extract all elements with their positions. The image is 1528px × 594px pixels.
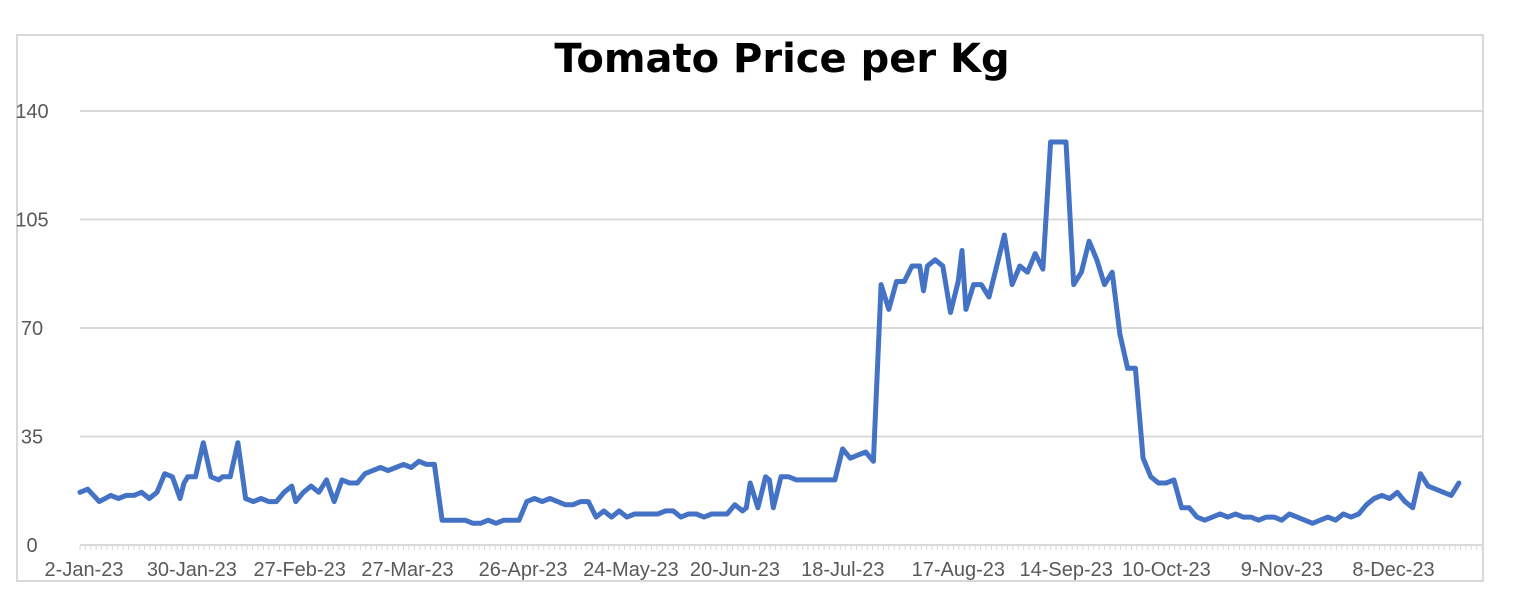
- x-tick-label: 26-Apr-23: [479, 559, 568, 581]
- y-axis-ticks: 0 35 70 105 140: [15, 101, 48, 557]
- y-tick-label: 70: [21, 318, 43, 340]
- x-tick-label: 24-May-23: [583, 559, 679, 581]
- x-tick-label: 20-Jun-23: [690, 559, 780, 581]
- x-tick-label: 14-Sep-23: [1019, 559, 1112, 581]
- gridlines: [80, 110, 1482, 438]
- x-axis: [79, 544, 1483, 550]
- y-tick-label: 140: [15, 101, 48, 123]
- y-tick-label: 0: [26, 535, 37, 557]
- x-tick-label: 30-Jan-23: [147, 559, 237, 581]
- x-tick-label: 17-Aug-23: [912, 559, 1005, 581]
- x-tick-label: 8-Dec-23: [1352, 559, 1434, 581]
- series-group: [77, 139, 1462, 526]
- x-tick-label: 18-Jul-23: [801, 559, 884, 581]
- y-tick-label: 35: [21, 427, 43, 449]
- x-tick-label: 10-Oct-23: [1122, 559, 1211, 581]
- y-tick-label: 105: [15, 210, 48, 232]
- series-line-0: [77, 139, 1462, 526]
- x-tick-label: 2-Jan-23: [45, 559, 124, 581]
- x-tick-label: 27-Mar-23: [361, 559, 453, 581]
- x-tick-label: 27-Feb-23: [254, 559, 346, 581]
- chart-title: Tomato Price per Kg: [554, 36, 1010, 82]
- x-tick-label: 9-Nov-23: [1241, 559, 1323, 581]
- x-axis-ticks: 2-Jan-23 30-Jan-23 27-Feb-23 27-Mar-23 26-Ap…: [45, 559, 1435, 581]
